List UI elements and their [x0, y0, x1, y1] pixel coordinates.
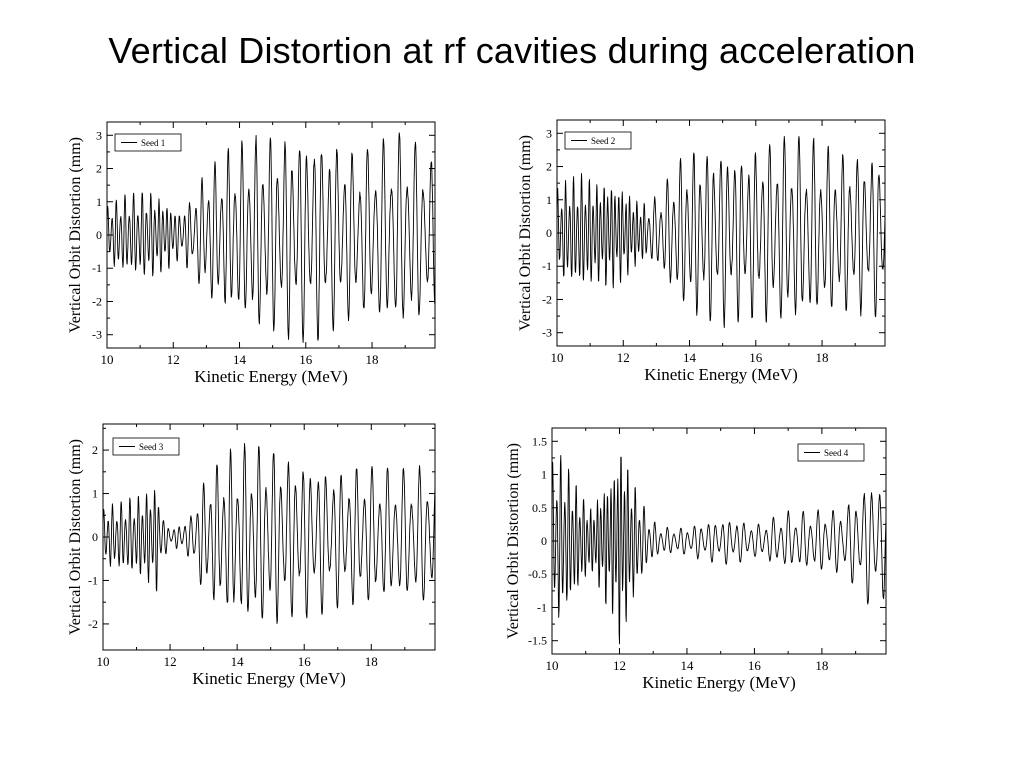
y-tick-label: 1 — [546, 193, 552, 207]
x-tick-label: 18 — [816, 350, 829, 365]
y-axis-label: Vertical Orbit Distortion (mm) — [67, 439, 84, 635]
plot-seed-1: 10 12 14 16 18 -3 -2 -1 0 1 2 3 Kinetic Energy (MeV)… — [66, 116, 446, 388]
x-axis-label: Kinetic Energy (MeV) — [194, 367, 348, 386]
x-tick-label: 14 — [231, 654, 245, 669]
x-tick-label: 12 — [167, 352, 180, 367]
x-tick-label: 16 — [298, 654, 312, 669]
x-axis-label: Kinetic Energy (MeV) — [644, 365, 798, 384]
x-tick-label: 10 — [101, 352, 114, 367]
y-axis-label: Vertical Orbit Distortion (mm) — [505, 443, 522, 639]
x-tick-label: 10 — [551, 350, 564, 365]
x-tick-label: 14 — [680, 658, 694, 673]
y-tick-label: 0 — [546, 226, 552, 240]
x-tick-label: 10 — [97, 654, 110, 669]
x-tick-label: 12 — [617, 350, 630, 365]
y-tick-label: -3 — [542, 326, 552, 340]
y-tick-label: -1 — [88, 573, 98, 587]
chart-seed-4: 10 12 14 16 18 -1.5 -1 -0.5 0 0.5 1 1.5 Kinetic Ener… — [505, 427, 887, 692]
y-tick-label: 0 — [92, 530, 98, 544]
y-tick-label: 2 — [96, 162, 102, 176]
y-tick-label: -1 — [537, 600, 547, 614]
y-tick-label: 1 — [92, 487, 98, 501]
legend-box — [114, 133, 182, 152]
y-tick-label: -1 — [542, 259, 552, 273]
x-tick-label: 12 — [613, 658, 626, 673]
x-tick-label: 12 — [164, 654, 177, 669]
legend-label: Seed 1 — [141, 138, 165, 148]
plot-seed-2: 10 12 14 16 18 -3 -2 -1 0 1 2 3 Kinetic Energy (MeV)… — [516, 116, 896, 388]
y-tick-label: 2 — [546, 160, 552, 174]
legend-label: Seed 4 — [824, 448, 849, 458]
data-series-line — [106, 132, 436, 343]
legend-box — [564, 131, 632, 150]
y-tick-label: -3 — [92, 328, 102, 342]
legend-label: Seed 2 — [591, 136, 615, 146]
y-tick-label: 1.5 — [532, 434, 547, 448]
y-tick-label: -2 — [542, 292, 552, 306]
x-tick-label: 16 — [749, 350, 763, 365]
x-tick-label: 14 — [683, 350, 697, 365]
x-tick-label: 18 — [815, 658, 828, 673]
x-tick-label: 18 — [365, 654, 378, 669]
x-tick-label: 16 — [748, 658, 762, 673]
plot-seed-4: 10 12 14 16 18 -1.5 -1 -0.5 0 0.5 1 1.5 Kinetic Ener… — [504, 424, 896, 696]
y-tick-label: 3 — [96, 128, 102, 142]
y-tick-label: -1.5 — [528, 634, 547, 648]
y-tick-label: 1 — [96, 195, 102, 209]
x-tick-label: 10 — [546, 658, 559, 673]
x-axis-label: Kinetic Energy (MeV) — [642, 673, 796, 692]
y-tick-label: 0.5 — [532, 501, 547, 515]
plot-seed-3: 10 12 14 16 18 -2 -1 0 1 2 Kinetic Energy (MeV) Ver… — [66, 420, 446, 692]
y-tick-label: 0 — [96, 228, 102, 242]
data-series-line — [551, 454, 887, 645]
y-tick-label: -2 — [92, 294, 102, 308]
slide-title: Vertical Distortion at rf cavities durin… — [108, 30, 916, 71]
data-series-line — [102, 442, 436, 624]
y-tick-label: -1 — [92, 261, 102, 275]
legend-label: Seed 3 — [139, 442, 164, 452]
plot-frame — [556, 119, 886, 347]
y-tick-label: 0 — [541, 534, 547, 548]
legend-box — [797, 443, 865, 462]
x-tick-label: 16 — [299, 352, 313, 367]
y-tick-label: 2 — [92, 443, 98, 457]
y-axis-label: Vertical Orbit Distortion (mm) — [67, 137, 84, 333]
y-tick-label: 1 — [541, 468, 547, 482]
x-tick-label: 18 — [366, 352, 379, 367]
y-tick-label: -2 — [88, 617, 98, 631]
data-series-line — [556, 135, 886, 329]
x-axis-label: Kinetic Energy (MeV) — [192, 669, 346, 688]
y-axis-label: Vertical Orbit Distortion (mm) — [517, 135, 534, 331]
plot-frame — [551, 427, 887, 655]
legend-box — [112, 437, 180, 456]
x-tick-label: 14 — [233, 352, 247, 367]
y-tick-label: 3 — [546, 126, 552, 140]
y-tick-label: -0.5 — [528, 567, 547, 581]
